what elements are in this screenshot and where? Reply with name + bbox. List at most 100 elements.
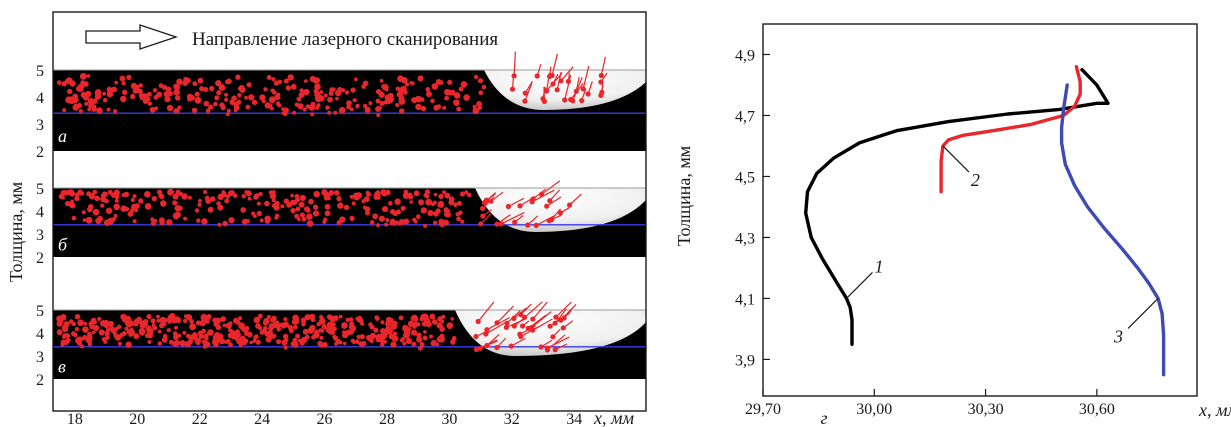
particle	[258, 326, 263, 331]
particle	[283, 345, 288, 350]
particle	[599, 89, 605, 95]
particle	[233, 108, 238, 113]
spray-streak	[532, 301, 548, 320]
particle	[436, 335, 444, 343]
particle	[323, 195, 329, 201]
particle	[244, 95, 248, 100]
particle	[313, 190, 321, 198]
spray-streak	[531, 189, 555, 203]
particle	[405, 337, 412, 345]
particle	[565, 78, 572, 84]
particle	[381, 189, 388, 197]
particle	[445, 208, 451, 214]
particle	[241, 194, 246, 199]
particle	[384, 94, 391, 101]
particle	[327, 110, 332, 115]
particle	[328, 91, 334, 96]
particle	[183, 318, 188, 323]
particle	[156, 318, 161, 323]
particle	[113, 213, 118, 218]
right-plot-frame	[762, 23, 1198, 397]
particle	[350, 87, 356, 93]
particle	[214, 95, 220, 101]
particle	[249, 340, 253, 345]
particle	[259, 218, 264, 223]
series-leader-2	[942, 145, 970, 173]
particle	[463, 94, 470, 101]
particle	[79, 72, 87, 80]
spray-streak	[560, 66, 574, 82]
particle	[283, 78, 289, 84]
particle	[433, 220, 438, 225]
particle	[98, 329, 105, 336]
particle	[266, 75, 272, 80]
particle	[202, 344, 207, 349]
particle	[511, 73, 517, 79]
particle	[283, 112, 288, 116]
particle	[199, 319, 206, 327]
particle	[151, 323, 156, 327]
particle	[318, 317, 326, 325]
particle	[375, 336, 382, 343]
particle	[172, 212, 180, 220]
y-tick-label: 4	[36, 90, 44, 107]
particle	[302, 107, 307, 112]
particle	[390, 209, 396, 215]
x-tick-label: 30	[441, 411, 457, 427]
particle	[253, 335, 258, 340]
particle	[150, 318, 156, 324]
particle	[219, 102, 225, 108]
particle	[102, 97, 108, 103]
particles	[56, 312, 457, 351]
particle	[349, 194, 354, 199]
particle	[197, 330, 204, 336]
particle	[245, 104, 251, 110]
particle-spray	[509, 51, 608, 104]
particle	[352, 98, 357, 103]
particle	[174, 192, 179, 198]
particle	[560, 325, 566, 331]
particle	[295, 206, 301, 212]
particle	[349, 324, 357, 332]
particle	[312, 77, 319, 84]
particle	[288, 327, 294, 333]
y-tick-label: 2	[36, 144, 44, 161]
particle	[304, 79, 308, 83]
particle	[285, 85, 291, 91]
particle	[498, 221, 504, 227]
particle	[262, 328, 267, 334]
particle	[477, 78, 484, 84]
particle	[336, 196, 342, 202]
particle	[342, 341, 347, 346]
y-tick-label: 5	[36, 181, 44, 198]
particle	[459, 191, 466, 197]
particle	[336, 220, 342, 226]
particle	[256, 201, 261, 206]
particle	[162, 333, 168, 339]
particle	[444, 88, 451, 96]
particle	[456, 106, 462, 112]
particle	[102, 91, 106, 96]
particle	[245, 190, 252, 197]
particle	[390, 341, 397, 348]
particle	[541, 98, 548, 104]
particle	[217, 222, 222, 227]
particle	[432, 339, 437, 344]
particle	[332, 334, 337, 339]
particle	[238, 324, 244, 330]
particle	[418, 199, 425, 206]
spray-streak	[477, 301, 495, 322]
particle	[216, 90, 222, 96]
particle	[82, 326, 89, 333]
particle	[325, 105, 330, 110]
particle	[544, 347, 551, 353]
particle	[63, 189, 68, 195]
particle	[266, 314, 271, 319]
particle	[85, 216, 93, 224]
particle	[167, 314, 175, 321]
particle	[328, 330, 334, 335]
particle	[423, 193, 428, 198]
particle	[253, 194, 259, 200]
particle	[329, 315, 337, 323]
